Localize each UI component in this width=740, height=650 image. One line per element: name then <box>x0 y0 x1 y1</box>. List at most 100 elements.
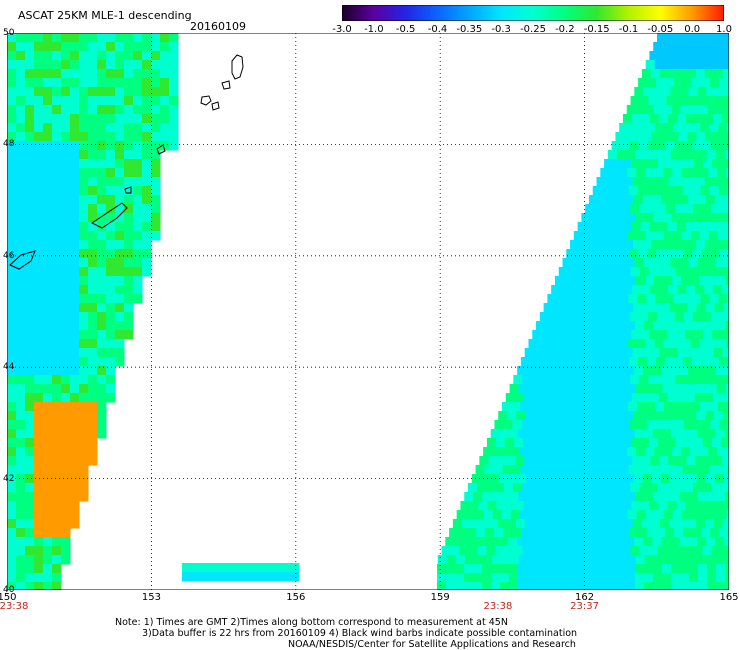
swath-cell <box>79 321 89 331</box>
swath-cell <box>88 411 98 421</box>
swath-cell <box>584 249 594 259</box>
swath-cell <box>590 213 600 223</box>
swath-cell <box>725 492 729 502</box>
swath-cell <box>106 231 116 241</box>
swath-cell <box>681 447 691 457</box>
swath-cell <box>560 348 571 358</box>
swath-cell <box>160 69 170 79</box>
swath-cell <box>494 528 504 538</box>
swath-cell <box>509 573 519 583</box>
swath-cell <box>25 285 35 295</box>
swath-cell <box>699 447 709 457</box>
swath-cell <box>97 51 107 61</box>
swath-cell <box>698 213 708 223</box>
swath-cell <box>7 537 17 547</box>
swath-cell <box>716 573 726 583</box>
swath-cell <box>725 564 729 574</box>
swath-cell <box>623 177 634 187</box>
swath-cell <box>714 303 725 313</box>
swath-cell <box>512 420 522 430</box>
swath-cell <box>61 78 71 88</box>
swath-cell <box>700 402 710 412</box>
swath-cell <box>483 510 494 520</box>
swath-cell <box>97 177 107 187</box>
swath-cell <box>560 519 571 529</box>
swath-cell <box>536 492 546 502</box>
swath-cell <box>682 123 692 133</box>
swath-cell <box>498 411 508 421</box>
swath-cell <box>536 321 546 331</box>
swath-cell <box>7 402 17 412</box>
swath-cell <box>142 258 152 268</box>
swath-cell <box>693 96 704 106</box>
swath-cell <box>580 258 590 268</box>
swath-cell <box>151 177 161 187</box>
swath-cell <box>473 492 483 502</box>
swath-cell <box>659 69 670 79</box>
swath-cell <box>686 285 696 295</box>
swath-cell <box>544 366 554 376</box>
swath-cell <box>645 447 655 457</box>
swath-cell <box>648 483 658 493</box>
swath-cell <box>606 303 617 313</box>
swath-cell <box>52 105 62 115</box>
swath-cell <box>628 357 639 367</box>
swath-cell <box>722 348 729 358</box>
swath-cell <box>570 303 581 313</box>
swath-cell <box>529 465 540 475</box>
swath-cell <box>724 366 729 376</box>
swath-cell <box>142 249 152 259</box>
swath-cell <box>142 240 152 250</box>
swath-cell <box>692 312 703 322</box>
swath-cell <box>106 267 116 277</box>
swath-cell <box>7 87 17 97</box>
swath-cell <box>604 501 614 511</box>
swath-cell <box>665 249 675 259</box>
swath-cell <box>528 339 538 349</box>
swath-cell <box>628 294 638 304</box>
swath-cell <box>52 564 62 574</box>
swath-cell <box>160 78 170 88</box>
swath-cell <box>702 546 713 556</box>
swath-cell <box>650 519 661 529</box>
swath-cell <box>70 285 80 295</box>
swath-cell <box>34 321 44 331</box>
swath-cell <box>16 285 26 295</box>
longitude-label: 156 <box>286 592 306 603</box>
swath-cell <box>97 60 107 70</box>
swath-cell <box>465 510 476 520</box>
swath-cell <box>541 330 551 340</box>
swath-cell <box>106 393 116 403</box>
swath-cell <box>446 555 457 565</box>
swath-cell <box>538 465 549 475</box>
swath-cell <box>34 42 44 52</box>
swath-cell <box>169 123 179 133</box>
swath-cell <box>636 447 646 457</box>
swath-cell <box>97 123 107 133</box>
swath-cell <box>115 51 125 61</box>
swath-cell <box>707 555 718 565</box>
swath-cell <box>7 231 17 241</box>
swath-cell <box>142 60 152 70</box>
swath-cell <box>677 519 688 529</box>
swath-cell <box>619 465 630 475</box>
swath-cell <box>7 195 17 205</box>
swath-cell <box>115 231 125 241</box>
swath-cell <box>679 429 690 439</box>
swath-cell <box>599 384 610 394</box>
swath-cell <box>16 213 26 223</box>
swath-cell <box>684 546 695 556</box>
swath-cell <box>151 213 161 223</box>
swath-cell <box>34 537 44 547</box>
swath-cell <box>694 159 704 169</box>
swath-cell <box>97 411 107 421</box>
swath-cell <box>133 294 143 304</box>
swath-cell <box>79 447 89 457</box>
swath-cell <box>614 519 625 529</box>
swath-cell <box>70 42 80 52</box>
swath-cell <box>97 150 107 160</box>
swath-cell <box>52 528 62 538</box>
swath-cell <box>491 573 501 583</box>
swath-cell <box>662 276 673 286</box>
swath-cell <box>540 483 550 493</box>
